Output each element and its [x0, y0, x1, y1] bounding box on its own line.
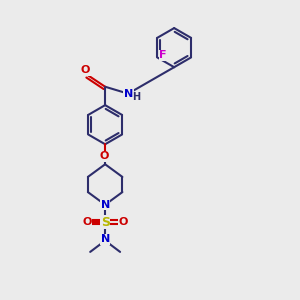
Text: O: O: [81, 65, 90, 75]
Text: F: F: [159, 50, 167, 60]
Text: O: O: [119, 217, 128, 227]
Text: O: O: [82, 217, 92, 227]
Text: H: H: [132, 92, 140, 102]
Text: N: N: [100, 234, 110, 244]
Text: N: N: [100, 200, 110, 210]
Text: N: N: [124, 88, 133, 99]
Text: S: S: [100, 215, 109, 229]
Text: O: O: [100, 152, 110, 161]
